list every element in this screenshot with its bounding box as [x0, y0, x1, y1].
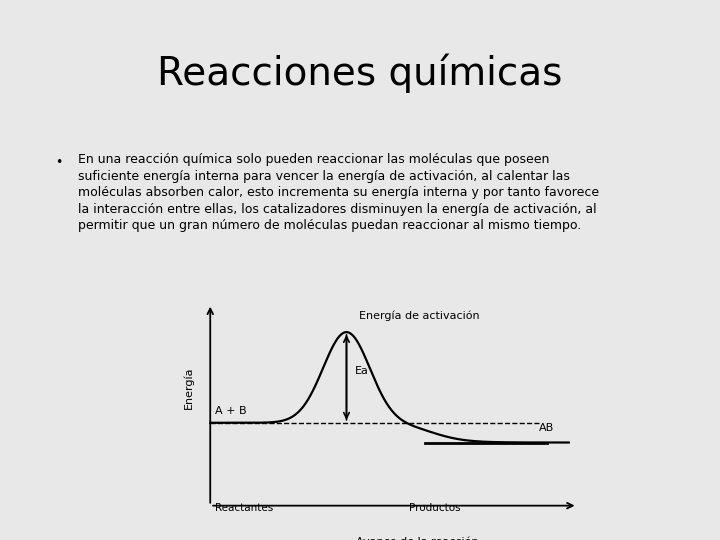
- Text: •: •: [55, 156, 63, 169]
- Text: AB: AB: [539, 423, 554, 434]
- Text: Energía: Energía: [184, 367, 194, 409]
- Text: Avance de la reacción: Avance de la reacción: [356, 537, 479, 540]
- Text: Reactantes: Reactantes: [215, 503, 273, 514]
- Text: Ea: Ea: [355, 366, 369, 376]
- Text: En una reacción química solo pueden reaccionar las moléculas que poseen
suficien: En una reacción química solo pueden reac…: [78, 153, 599, 232]
- Text: Reacciones químicas: Reacciones químicas: [157, 53, 563, 93]
- Text: A + B: A + B: [215, 406, 246, 416]
- Text: Productos: Productos: [409, 503, 461, 514]
- Text: Energía de activación: Energía de activación: [359, 311, 480, 321]
